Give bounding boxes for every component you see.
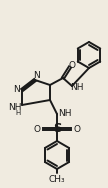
Text: S: S [53,123,61,136]
Text: NH: NH [8,102,22,111]
Text: O: O [74,126,80,134]
Text: H: H [15,110,21,116]
Text: NH: NH [58,109,72,118]
Text: N: N [14,84,20,93]
Text: O: O [68,61,75,70]
Text: NH: NH [70,83,84,92]
Text: N: N [33,70,39,80]
Text: CH₃: CH₃ [49,176,65,184]
Text: O: O [33,126,40,134]
